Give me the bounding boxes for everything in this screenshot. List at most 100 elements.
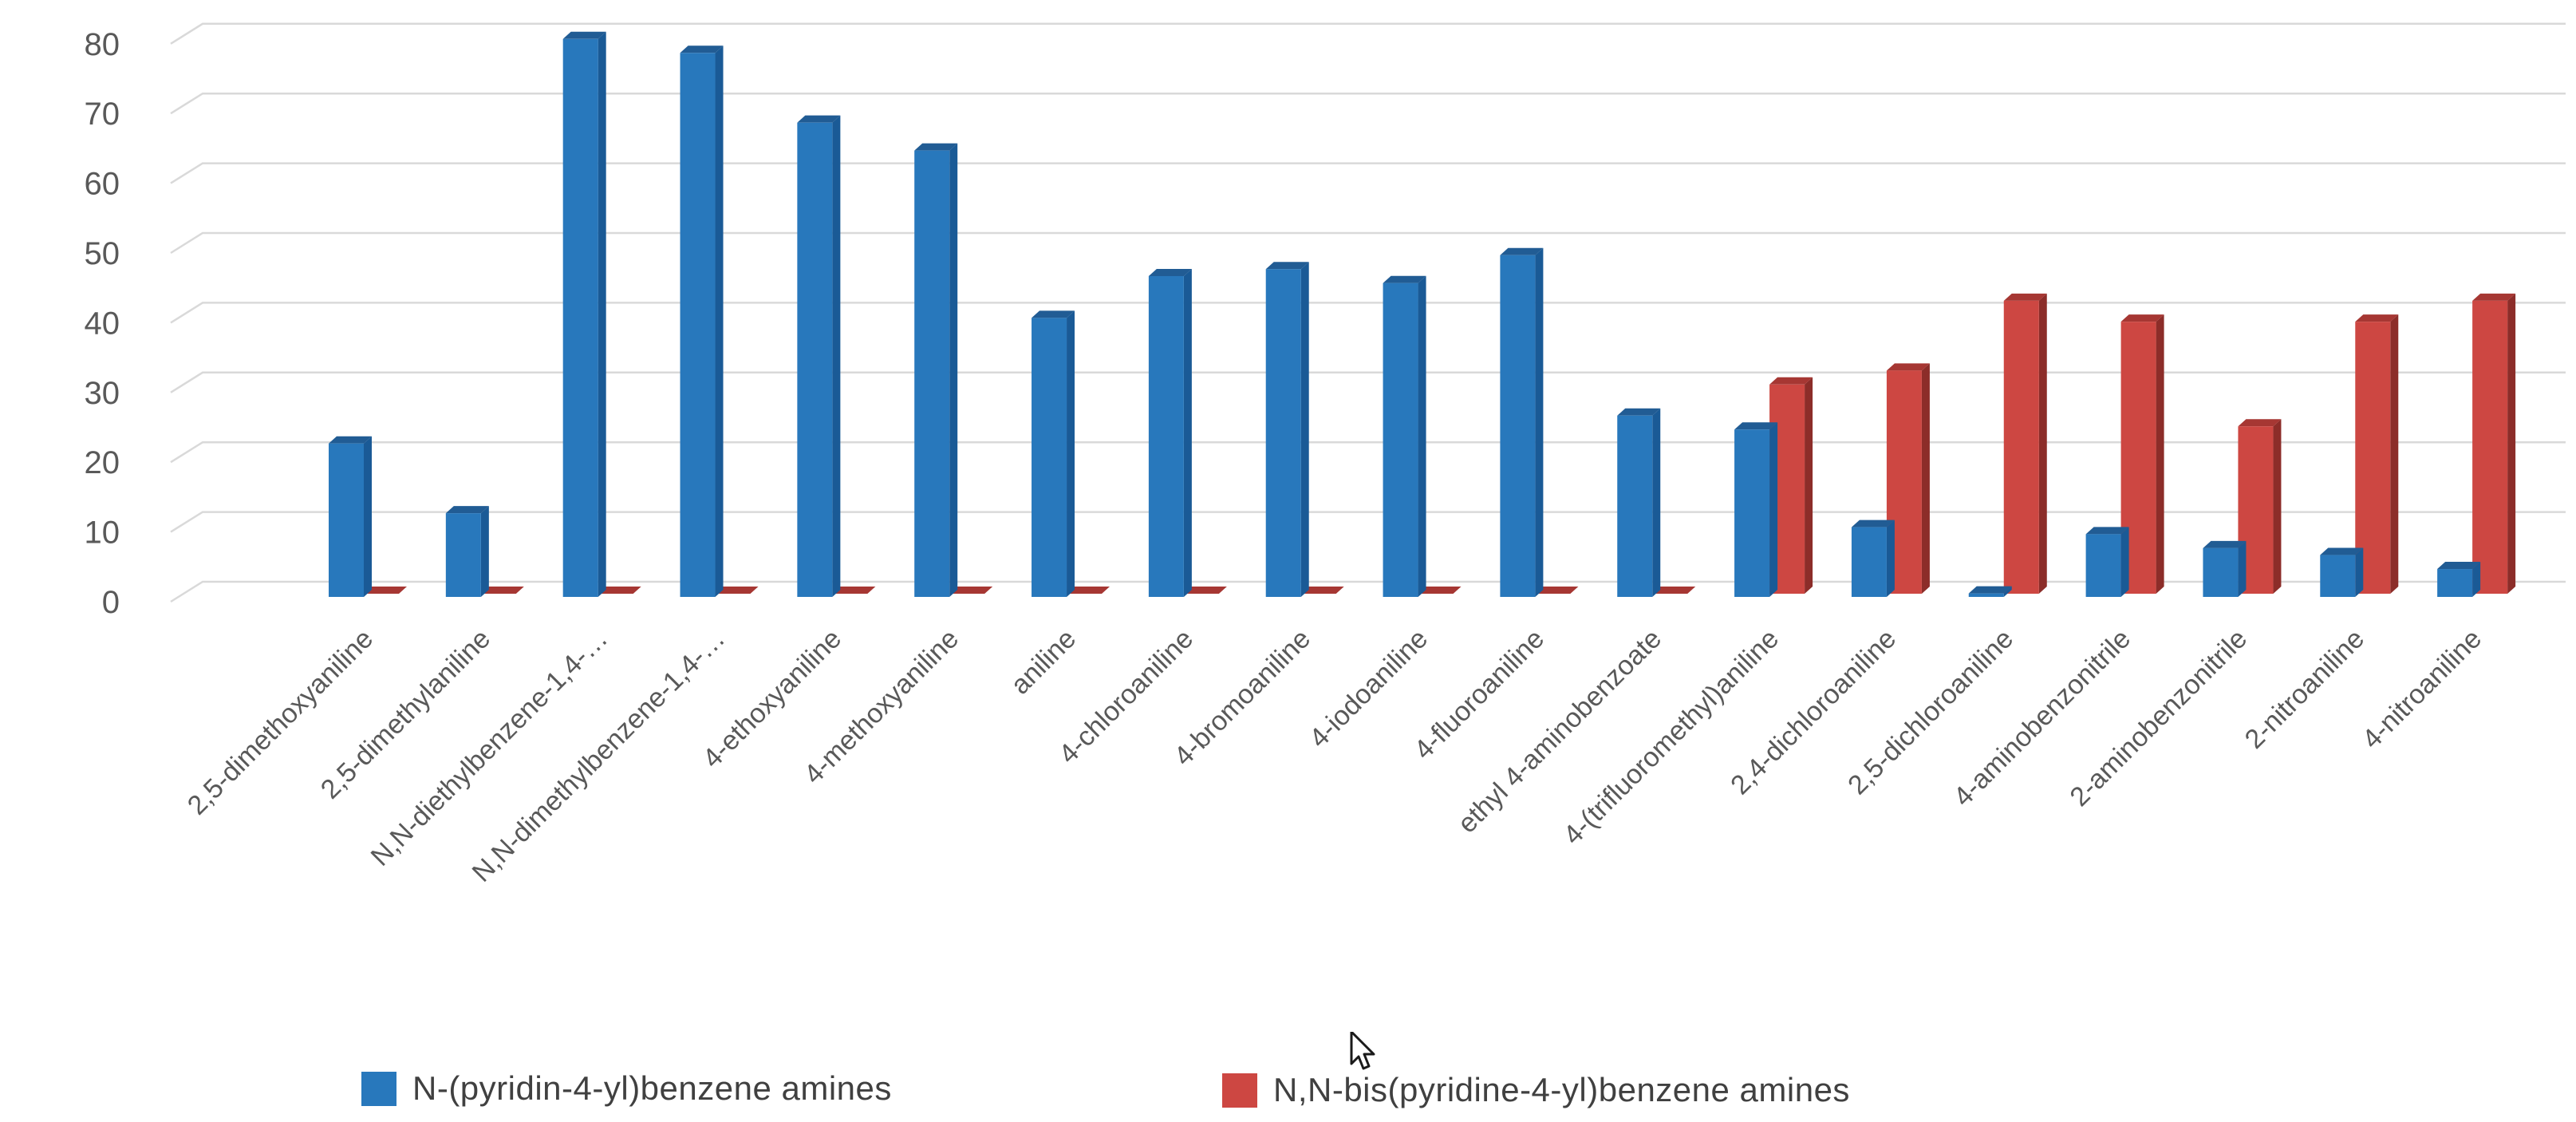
bar-top-face bbox=[1383, 275, 1426, 283]
bar-front-face bbox=[1851, 527, 1887, 597]
bar-side-face bbox=[2038, 293, 2047, 594]
bar-front-face bbox=[2203, 547, 2239, 597]
bar-top-face bbox=[832, 587, 876, 594]
gridline bbox=[170, 302, 2566, 324]
gridline bbox=[170, 92, 2566, 115]
bar-top-face bbox=[1769, 377, 1813, 385]
y-axis-tick-label: 20 bbox=[85, 445, 120, 480]
bar-front-face bbox=[2472, 300, 2508, 594]
bar-side-face bbox=[2390, 314, 2399, 594]
bar-top-face bbox=[329, 436, 372, 444]
bar-top-face bbox=[1300, 587, 1344, 594]
gridline bbox=[170, 511, 2566, 533]
bar-front-face bbox=[1383, 282, 1418, 597]
bar-side-face bbox=[480, 506, 489, 597]
bar-top-face bbox=[2437, 562, 2481, 570]
bar-top-face bbox=[1500, 247, 1544, 255]
bar-top-face bbox=[2003, 293, 2047, 301]
bar-side-face bbox=[2003, 586, 2012, 597]
bar-side-face bbox=[1921, 363, 1930, 594]
bar-front-face bbox=[1148, 275, 1184, 597]
bar-top-face bbox=[1032, 310, 1075, 318]
bar-top-face bbox=[1183, 587, 1227, 594]
legend-swatch-blue bbox=[361, 1071, 396, 1106]
bar-top-face bbox=[1535, 587, 1579, 594]
legend-item-series2: N,N-bis(pyridine-4-yl)benzene amines bbox=[1222, 1071, 1850, 1109]
y-axis-tick-label: 30 bbox=[85, 376, 120, 411]
bar-top-face bbox=[1968, 586, 2012, 594]
y-axis-tick-label: 80 bbox=[85, 27, 120, 62]
bar-side-face bbox=[1300, 262, 1309, 597]
bar-front-face bbox=[329, 443, 364, 597]
bar-top-face bbox=[2320, 547, 2364, 555]
bar-side-face bbox=[598, 31, 606, 598]
bar-front-face bbox=[1734, 429, 1770, 597]
bar-top-face bbox=[480, 587, 524, 594]
bar-side-face bbox=[1886, 520, 1895, 597]
bar-side-face bbox=[1183, 268, 1192, 597]
bar-top-face bbox=[598, 587, 641, 594]
chart-legend: N-(pyridin-4-yl)benzene amines N,N-bis(p… bbox=[0, 1063, 2576, 1111]
bar-side-face bbox=[1769, 422, 1778, 597]
bar-top-face bbox=[445, 506, 489, 514]
legend-item-series1: N-(pyridin-4-yl)benzene amines bbox=[361, 1069, 892, 1108]
bar-front-face bbox=[2003, 300, 2039, 594]
y-axis-tick-label: 10 bbox=[85, 516, 120, 551]
bar-front-face bbox=[2085, 534, 2121, 597]
gridline bbox=[170, 441, 2566, 464]
bar-side-face bbox=[1652, 408, 1661, 597]
bar-top-face bbox=[562, 31, 606, 39]
bar-top-face bbox=[1886, 363, 1930, 371]
bar-side-face bbox=[2156, 314, 2164, 594]
y-axis-tick-label: 40 bbox=[85, 306, 120, 341]
gridline bbox=[170, 371, 2566, 393]
bar-top-face bbox=[2085, 527, 2129, 535]
bar-top-face bbox=[797, 115, 841, 123]
bar-top-face bbox=[2472, 293, 2516, 301]
bar-side-face bbox=[949, 143, 958, 597]
bar-top-face bbox=[949, 587, 993, 594]
bar-front-face bbox=[1617, 415, 1653, 597]
bar-side-face bbox=[2472, 562, 2481, 597]
bar-side-face bbox=[715, 45, 724, 597]
bar-front-face bbox=[2437, 569, 2473, 597]
bar-front-face bbox=[562, 38, 598, 598]
y-axis-tick-label: 50 bbox=[85, 236, 120, 271]
bar-front-face bbox=[1265, 269, 1301, 597]
gridline bbox=[170, 231, 2566, 255]
bar-side-face bbox=[832, 115, 841, 597]
y-axis-tick-label: 70 bbox=[85, 97, 120, 132]
gridline bbox=[170, 22, 2566, 45]
bar-front-face bbox=[1032, 318, 1067, 597]
gridline bbox=[170, 162, 2566, 184]
bar-front-face bbox=[680, 53, 716, 597]
bar-top-face bbox=[364, 587, 407, 594]
bar-top-face bbox=[914, 143, 958, 151]
bar-top-face bbox=[715, 587, 759, 594]
legend-label-series1: N-(pyridin-4-yl)benzene amines bbox=[412, 1069, 892, 1107]
bar-front-face bbox=[914, 150, 950, 597]
bar-top-face bbox=[1734, 422, 1778, 430]
bar-top-face bbox=[1418, 587, 1462, 594]
bar-top-face bbox=[1265, 262, 1309, 270]
bar-top-face bbox=[1148, 268, 1192, 276]
bar-front-face bbox=[797, 122, 833, 597]
bar-side-face bbox=[2273, 419, 2282, 594]
bar-side-face bbox=[2238, 540, 2247, 597]
bar-front-face bbox=[2320, 555, 2356, 597]
bar-top-face bbox=[2203, 540, 2247, 548]
legend-label-series2: N,N-bis(pyridine-4-yl)benzene amines bbox=[1273, 1071, 1850, 1108]
bar-side-face bbox=[2355, 547, 2364, 597]
mouse-arrow-cursor bbox=[1350, 1032, 1375, 1070]
bar-front-face bbox=[445, 513, 481, 597]
bar-top-face bbox=[1617, 408, 1661, 416]
bar-side-face bbox=[1535, 247, 1544, 597]
bar-side-face bbox=[2507, 293, 2516, 594]
bar-side-face bbox=[1418, 275, 1426, 597]
bar-side-face bbox=[2120, 527, 2129, 597]
bar-top-face bbox=[1067, 587, 1110, 594]
bar-top-face bbox=[1851, 520, 1895, 527]
bar-top-face bbox=[2120, 314, 2164, 322]
bar-side-face bbox=[1805, 377, 1813, 594]
